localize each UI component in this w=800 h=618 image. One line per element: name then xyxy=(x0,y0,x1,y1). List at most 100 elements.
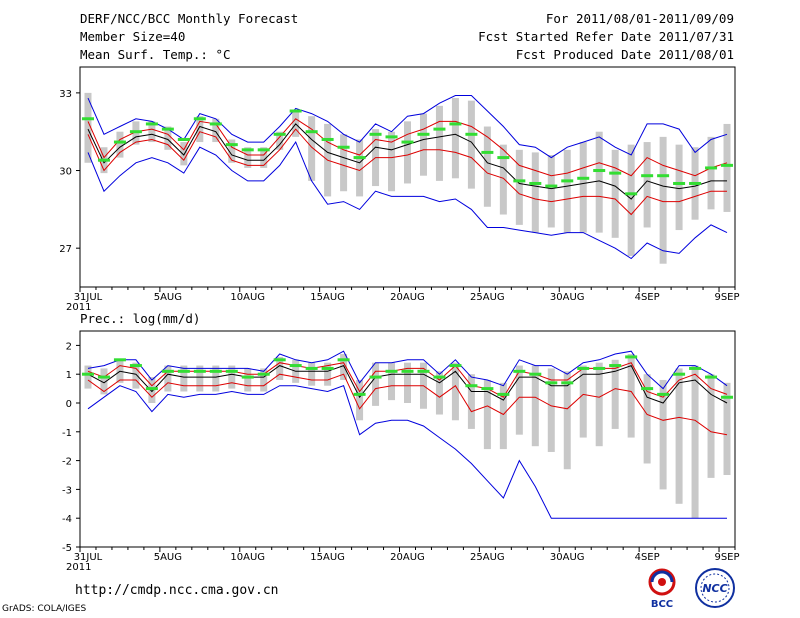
prec-marker-28 xyxy=(529,372,542,376)
temp-marker-30 xyxy=(561,179,574,183)
temp-box-40 xyxy=(723,123,731,212)
prec-ytick-label--3: -3 xyxy=(62,485,72,496)
temp-xtick-label-0-0: 31JUL xyxy=(74,292,103,303)
temp-box-34 xyxy=(627,144,635,256)
prec-ytick-label--2: -2 xyxy=(62,457,72,468)
temp-marker-29 xyxy=(545,184,558,188)
temp-box-9 xyxy=(228,139,236,163)
temp-box-0 xyxy=(84,92,92,163)
prec-marker-6 xyxy=(177,369,190,373)
temp-marker-9 xyxy=(225,143,238,147)
temp-marker-40 xyxy=(721,163,734,167)
temp-box-33 xyxy=(611,149,619,238)
temp-box-24 xyxy=(467,100,475,189)
prec-xtick-label-2-0: 10AUG xyxy=(230,552,265,563)
temp-xtick-label-4-0: 20AUG xyxy=(390,292,425,303)
temp-box-8 xyxy=(212,118,220,143)
prec-marker-1 xyxy=(97,375,110,379)
prec-box-18 xyxy=(372,362,380,406)
temp-marker-24 xyxy=(465,132,478,136)
ncc-logo-text: NCC xyxy=(702,582,727,595)
temp-ytick-label-30: 30 xyxy=(59,167,72,178)
temp-box-5 xyxy=(164,126,172,150)
temp-box-14 xyxy=(308,116,316,181)
prec-box-15 xyxy=(324,362,332,386)
variable-label: Mean Surf. Temp.: °C xyxy=(80,47,231,62)
prec-marker-26 xyxy=(497,392,510,396)
temp-marker-38 xyxy=(689,181,702,185)
temp-box-2 xyxy=(116,131,124,158)
prec-box-6 xyxy=(180,365,188,392)
temp-line-min xyxy=(87,141,728,260)
temp-marker-15 xyxy=(321,137,334,141)
temp-ytick-label-27: 27 xyxy=(59,244,72,255)
prec-line-max xyxy=(87,350,728,390)
temp-marker-0 xyxy=(81,117,94,121)
bcc-logo: BCC xyxy=(648,568,676,610)
temp-marker-20 xyxy=(401,140,414,144)
prec-marker-25 xyxy=(481,387,494,391)
temp-frame xyxy=(79,66,736,288)
prec-marker-37 xyxy=(673,372,686,376)
prec-box-16 xyxy=(340,354,348,380)
temp-xtick-label-1-0: 5AUG xyxy=(154,292,182,303)
temp-box-20 xyxy=(404,121,411,184)
source-url[interactable]: http://cmdp.ncc.cma.gov.cn xyxy=(75,583,279,598)
prec-marker-36 xyxy=(657,392,670,396)
member-size: Member Size=40 xyxy=(80,29,186,44)
prec-marker-35 xyxy=(641,387,654,391)
temp-xtick-label-3-0: 15AUG xyxy=(310,292,345,303)
temp-marker-14 xyxy=(305,130,318,134)
prec-marker-21 xyxy=(417,369,430,373)
prec-marker-10 xyxy=(241,375,254,379)
prec-marker-20 xyxy=(401,369,414,373)
temp-marker-10 xyxy=(241,148,254,152)
prec-box-3 xyxy=(132,362,140,389)
prec-marker-4 xyxy=(145,387,158,391)
temp-box-4 xyxy=(148,121,156,143)
temp-marker-27 xyxy=(513,179,526,183)
temp-marker-12 xyxy=(273,132,286,136)
chart-title: DERF/NCC/BCC Monthly Forecast xyxy=(80,11,299,26)
temp-box-11 xyxy=(260,147,268,168)
temp-xtick-label-8-0: 9SEP xyxy=(714,292,739,303)
prec-box-20 xyxy=(404,362,411,403)
forecast-start-date: Fcst Started Refer Date 2011/07/31 xyxy=(478,29,734,44)
prec-line-min xyxy=(87,385,727,519)
prec-marker-12 xyxy=(273,358,286,362)
temp-marker-3 xyxy=(129,130,142,134)
prec-ytick-label-1: 1 xyxy=(66,370,72,381)
temp-xtick-label-5-0: 25AUG xyxy=(470,292,505,303)
prec-frame xyxy=(79,330,736,548)
forecast-period: For 2011/08/01-2011/09/09 xyxy=(545,11,734,26)
prec-box-17 xyxy=(356,379,364,421)
prec-box-39 xyxy=(707,374,715,478)
temp-marker-25 xyxy=(481,150,494,154)
prec-marker-30 xyxy=(561,381,574,385)
prec-ytick-label--5: -5 xyxy=(62,543,72,554)
prec-ytick-label-0: 0 xyxy=(66,399,72,410)
prec-box-14 xyxy=(308,362,316,386)
prec-line-p10 xyxy=(87,373,728,436)
temp-marker-6 xyxy=(177,137,190,141)
prec-box-25 xyxy=(483,379,491,450)
prec-box-7 xyxy=(196,365,204,392)
prec-marker-19 xyxy=(385,369,398,373)
temp-marker-18 xyxy=(369,132,382,136)
temp-marker-2 xyxy=(113,140,126,144)
prec-box-29 xyxy=(547,368,555,452)
temp-marker-33 xyxy=(609,171,622,175)
prec-marker-2 xyxy=(113,358,126,362)
forecast-produced-date: Fcst Produced Date 2011/08/01 xyxy=(515,47,734,62)
prec-box-32 xyxy=(595,362,603,447)
prec-box-33 xyxy=(611,359,619,429)
temp-marker-21 xyxy=(417,132,430,136)
prec-marker-38 xyxy=(689,366,702,370)
temp-box-25 xyxy=(483,126,491,207)
prec-xtick-label-3-0: 15AUG xyxy=(310,552,345,563)
prec-marker-17 xyxy=(353,392,366,396)
prec-line-mean xyxy=(87,364,728,404)
temp-box-22 xyxy=(435,105,443,181)
prec-box-26 xyxy=(499,382,507,450)
prec-marker-16 xyxy=(337,358,350,362)
